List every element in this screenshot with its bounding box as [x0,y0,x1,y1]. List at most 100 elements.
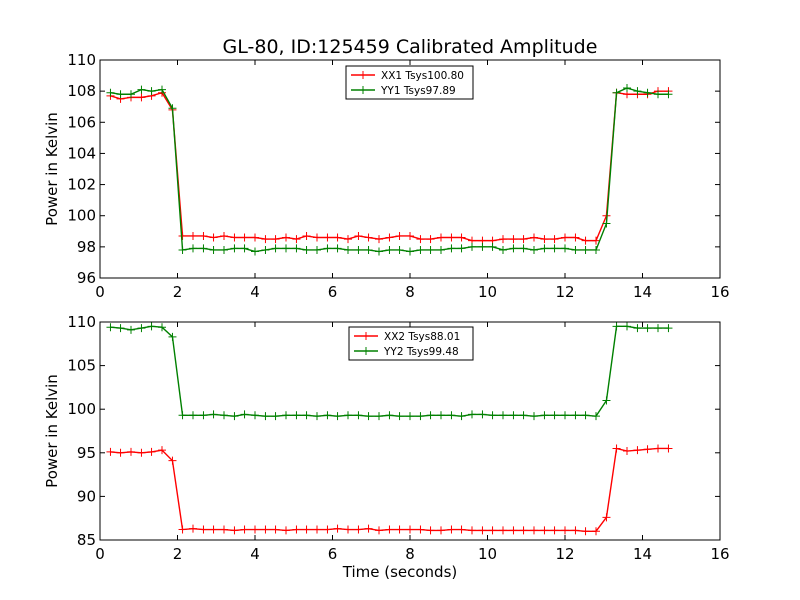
data-point [571,245,580,254]
data-point [106,323,115,332]
legend-box [345,65,474,100]
data-point [602,396,611,405]
data-point [282,411,290,420]
data-point [178,525,187,534]
data-point [406,525,414,534]
data-point [395,525,404,534]
data-point [385,411,394,420]
data-point [457,233,466,242]
data-point [116,324,125,333]
y-tick-label: 85 [77,531,96,549]
data-point [499,411,507,420]
x-tick-label: 10 [478,283,497,301]
data-point [654,90,662,99]
data-point [240,525,249,534]
legend-label: YY1 Tsys97.89 [380,85,456,97]
data-point [333,233,342,242]
data-point [313,525,321,534]
data-point [540,411,549,420]
data-point [437,233,445,242]
data-point [313,412,321,421]
data-point [509,235,518,244]
data-point [116,90,125,99]
data-point [592,412,600,421]
data-point [271,412,280,421]
data-point [240,244,249,253]
data-point [261,412,270,421]
data-point [261,525,270,534]
data-point [612,444,621,453]
data-point [282,233,290,242]
data-point [127,325,135,334]
data-point [571,411,580,420]
data-point [571,526,580,535]
data-point [323,244,332,253]
data-point [581,245,590,254]
data-point [375,247,383,256]
y-tick-label: 95 [77,444,96,462]
data-point [509,526,518,535]
data-point [292,235,301,244]
data-point [230,244,239,253]
x-tick-label: 16 [710,545,729,563]
data-point [344,235,352,244]
y-axis-label: Power in Kelvin [43,112,61,226]
legend-entry: XX2 Tsys88.01 [354,331,460,343]
data-point [199,411,208,420]
legend-entry: YY1 Tsys97.89 [351,85,456,97]
data-point [592,527,600,536]
data-point [333,412,342,421]
data-point [561,244,569,253]
data-point [488,411,497,420]
y-tick-label: 108 [67,82,96,100]
data-point [302,245,311,254]
data-point [623,84,631,93]
x-tick-label: 14 [633,545,652,563]
data-point [354,525,363,534]
chart-panels: 0 2 4 6 8 10 12 14 169698100102104106108110Power… [43,51,730,581]
data-point [364,412,373,421]
x-tick-label: 4 [250,283,260,301]
data-point [220,411,228,420]
data-point [323,411,332,420]
legend-marker [362,347,370,355]
data-point [251,247,259,256]
data-point [664,444,673,453]
data-point [137,93,146,102]
y-tick-label: 105 [67,357,96,375]
data-point [313,233,321,242]
data-point [612,322,621,331]
y-tick-label: 104 [67,144,96,162]
legend-marker [362,332,370,340]
data-point [550,244,559,253]
data-point [426,235,435,244]
data-point [178,231,187,240]
data-point [499,245,507,254]
data-point [333,244,342,253]
y-axis-label: Power in Kelvin [43,374,61,488]
data-point [375,412,383,421]
x-tick-label: 12 [555,283,574,301]
data-point [199,231,208,240]
series-2 [106,84,673,256]
y-tick-label: 110 [67,313,96,331]
data-point [612,88,621,97]
data-point [540,244,549,253]
data-point [426,526,435,535]
data-point [375,235,383,244]
data-point [137,324,146,333]
data-point [592,245,600,254]
data-point [406,247,414,256]
data-point [364,524,373,533]
data-point [116,448,125,457]
data-point [488,242,497,251]
data-point [447,233,456,242]
data-point [189,231,197,240]
data-point [468,242,476,251]
data-point [168,456,177,465]
data-point [127,90,135,99]
data-point [416,235,425,244]
data-point [654,324,662,333]
data-point [147,447,156,456]
legend: XX2 Tsys88.01 YY2 Tsys99.48 [348,326,474,361]
